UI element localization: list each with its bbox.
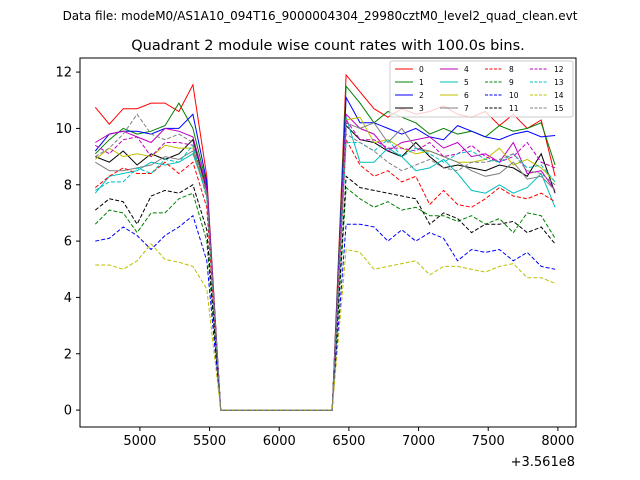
x-tick-label: 6000 (263, 434, 296, 449)
chart-title: Quadrant 2 module wise count rates with … (131, 38, 525, 54)
legend-label: 2 (419, 91, 424, 100)
x-tick-label: 6500 (332, 434, 365, 449)
legend-label: 10 (509, 91, 519, 100)
legend-label: 7 (464, 104, 469, 113)
legend-box (389, 60, 574, 118)
axes-frame (79, 57, 577, 428)
x-tick-label: 5500 (193, 434, 226, 449)
legend-entry: 9 (485, 78, 514, 87)
y-tick-label: 4 (64, 291, 72, 306)
x-tick-label: 8000 (541, 434, 574, 449)
legend-label: 15 (554, 104, 564, 113)
legend-entry: 14 (530, 91, 564, 100)
y-tick-label: 6 (64, 235, 72, 250)
legend-label: 1 (419, 78, 424, 87)
legend-entry: 0 (395, 65, 424, 74)
legend-label: 5 (464, 78, 469, 87)
legend-label: 0 (419, 65, 424, 74)
legend-label: 11 (509, 104, 519, 113)
legend-label: 14 (554, 91, 564, 100)
legend-label: 4 (464, 65, 469, 74)
legend-entry: 4 (440, 65, 469, 74)
legend-label: 13 (554, 78, 564, 87)
legend-entry: 1 (395, 78, 424, 87)
legend-label: 6 (464, 91, 469, 100)
legend-label: 8 (509, 65, 514, 74)
x-axis-offset-label: +3.561e8 (511, 455, 575, 470)
legend-entry: 5 (440, 78, 469, 87)
x-tick-label: 7500 (472, 434, 505, 449)
legend-entry: 2 (395, 91, 424, 100)
legend-entry: 6 (440, 91, 469, 100)
y-tick-label: 8 (64, 178, 72, 193)
series-line-15 (95, 113, 556, 411)
legend-entry: 12 (530, 65, 564, 74)
legend-entry: 13 (530, 78, 564, 87)
legend-entry: 3 (395, 104, 424, 113)
legend-entry: 10 (485, 91, 519, 100)
figure-suptitle: Data file: modeM0/AS1A10_094T16_90000043… (63, 9, 578, 23)
legend-entry: 7 (440, 104, 469, 113)
legend-entry: 11 (485, 104, 519, 113)
legend-label: 9 (509, 78, 514, 87)
series-lines (94, 73, 556, 411)
y-tick-label: 0 (64, 404, 72, 419)
legend-label: 3 (419, 104, 424, 113)
x-tick-label: 7000 (402, 434, 435, 449)
legend-entry: 8 (485, 65, 514, 74)
x-tick-label: 5000 (123, 434, 156, 449)
y-tick-label: 12 (55, 66, 72, 81)
y-tick-label: 10 (55, 122, 72, 137)
series-line-8 (94, 137, 556, 411)
y-tick-label: 2 (64, 347, 72, 362)
legend-label: 12 (554, 65, 564, 74)
legend-entry: 15 (530, 104, 564, 113)
